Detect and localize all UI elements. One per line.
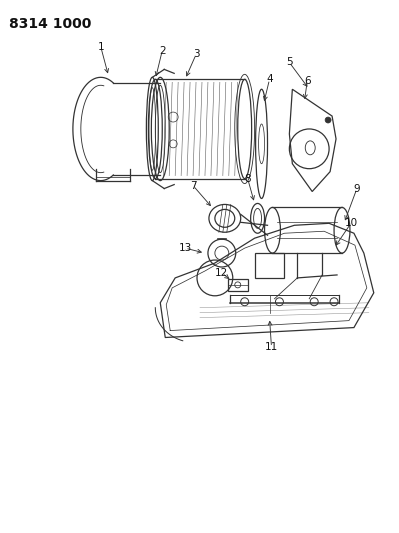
Text: 9: 9 [354, 183, 360, 193]
Text: 1: 1 [97, 42, 104, 52]
Text: 11: 11 [265, 342, 278, 352]
Text: 12: 12 [215, 268, 229, 278]
Text: 2: 2 [159, 45, 166, 55]
Text: 8314 1000: 8314 1000 [9, 17, 92, 31]
Text: 13: 13 [178, 243, 192, 253]
Text: 7: 7 [190, 181, 196, 191]
Bar [228, 279, 248, 291]
Bar [255, 253, 284, 278]
Text: 10: 10 [344, 219, 358, 228]
Text: 3: 3 [193, 50, 200, 60]
Text: 4: 4 [266, 74, 273, 84]
Text: 5: 5 [286, 58, 293, 68]
Circle shape [325, 117, 331, 123]
Text: 8: 8 [244, 174, 251, 183]
Text: 6: 6 [304, 76, 310, 86]
